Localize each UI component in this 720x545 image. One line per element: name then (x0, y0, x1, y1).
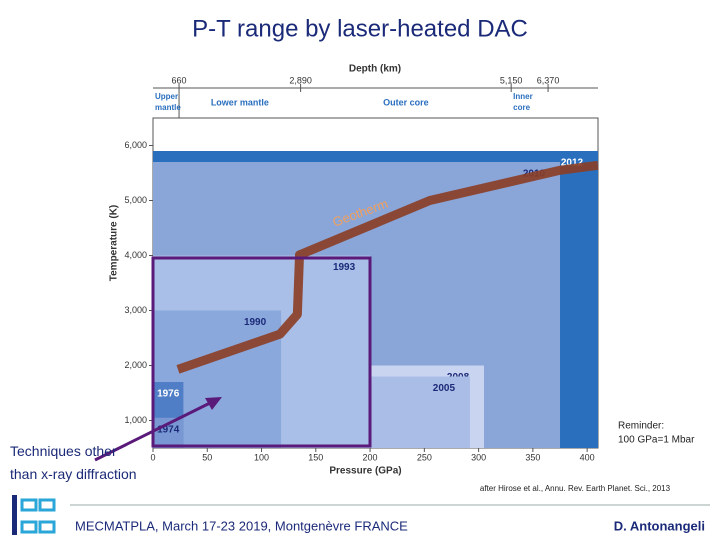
layer-label: Upper mantle (155, 92, 181, 112)
region-label: 1993 (333, 262, 356, 273)
citation: after Hirose et al., Annu. Rev. Earth Pl… (480, 484, 671, 493)
x-tick-label: 200 (363, 452, 378, 462)
author: D. Antonangeli (614, 518, 705, 533)
region-label: 2012 (561, 158, 584, 169)
x-tick-label: 0 (150, 452, 155, 462)
region-label: 2005 (433, 383, 456, 394)
footer: MECMATPLA, March 17-23 2019, Montgenèvre… (75, 518, 408, 533)
depth-label: 6,370 (537, 75, 560, 85)
arrow-head (205, 397, 222, 410)
top-axis-label: Depth (km) (349, 64, 401, 75)
depth-label: 660 (172, 75, 187, 85)
depth-label: 5,150 (500, 75, 523, 85)
y-tick-label: 2,000 (124, 360, 147, 370)
region (370, 376, 470, 448)
y-tick-label: 6,000 (124, 140, 147, 150)
depth-label: 2,890 (289, 75, 312, 85)
region-label: 1974 (157, 424, 180, 435)
layer-label: Inner core (513, 92, 533, 112)
x-tick-label: 350 (525, 452, 540, 462)
slide-title: P-T range by laser-heated DAC (192, 15, 528, 42)
y-tick-label: 1,000 (124, 415, 147, 425)
x-axis-label: Pressure (GPa) (329, 466, 401, 477)
y-tick-label: 4,000 (124, 250, 147, 260)
reminder: Reminder: (618, 421, 664, 432)
note: Techniques other than x-ray diffraction (10, 443, 137, 482)
y-axis-label: Temperature (K) (109, 205, 120, 282)
geotherm (176, 160, 599, 374)
y-tick-label: 5,000 (124, 195, 147, 205)
region-label: 1976 (157, 389, 180, 400)
highlight-box (151, 256, 372, 448)
reminder: 100 GPa=1 Mbar (618, 435, 695, 446)
x-tick-label: 150 (308, 452, 323, 462)
x-tick-label: 300 (471, 452, 486, 462)
y-tick-label: 3,000 (124, 305, 147, 315)
x-tick-label: 400 (580, 452, 595, 462)
x-tick-label: 250 (417, 452, 432, 462)
layer-label: Lower mantle (211, 97, 269, 107)
layer-label: Outer core (383, 97, 429, 107)
arrow (94, 400, 213, 462)
region-label: 1990 (244, 317, 267, 328)
logo (12, 495, 56, 535)
x-tick-label: 50 (202, 452, 212, 462)
x-tick-label: 100 (254, 452, 269, 462)
plot: 20122010199319902008200519761974Geotherm… (109, 64, 599, 477)
